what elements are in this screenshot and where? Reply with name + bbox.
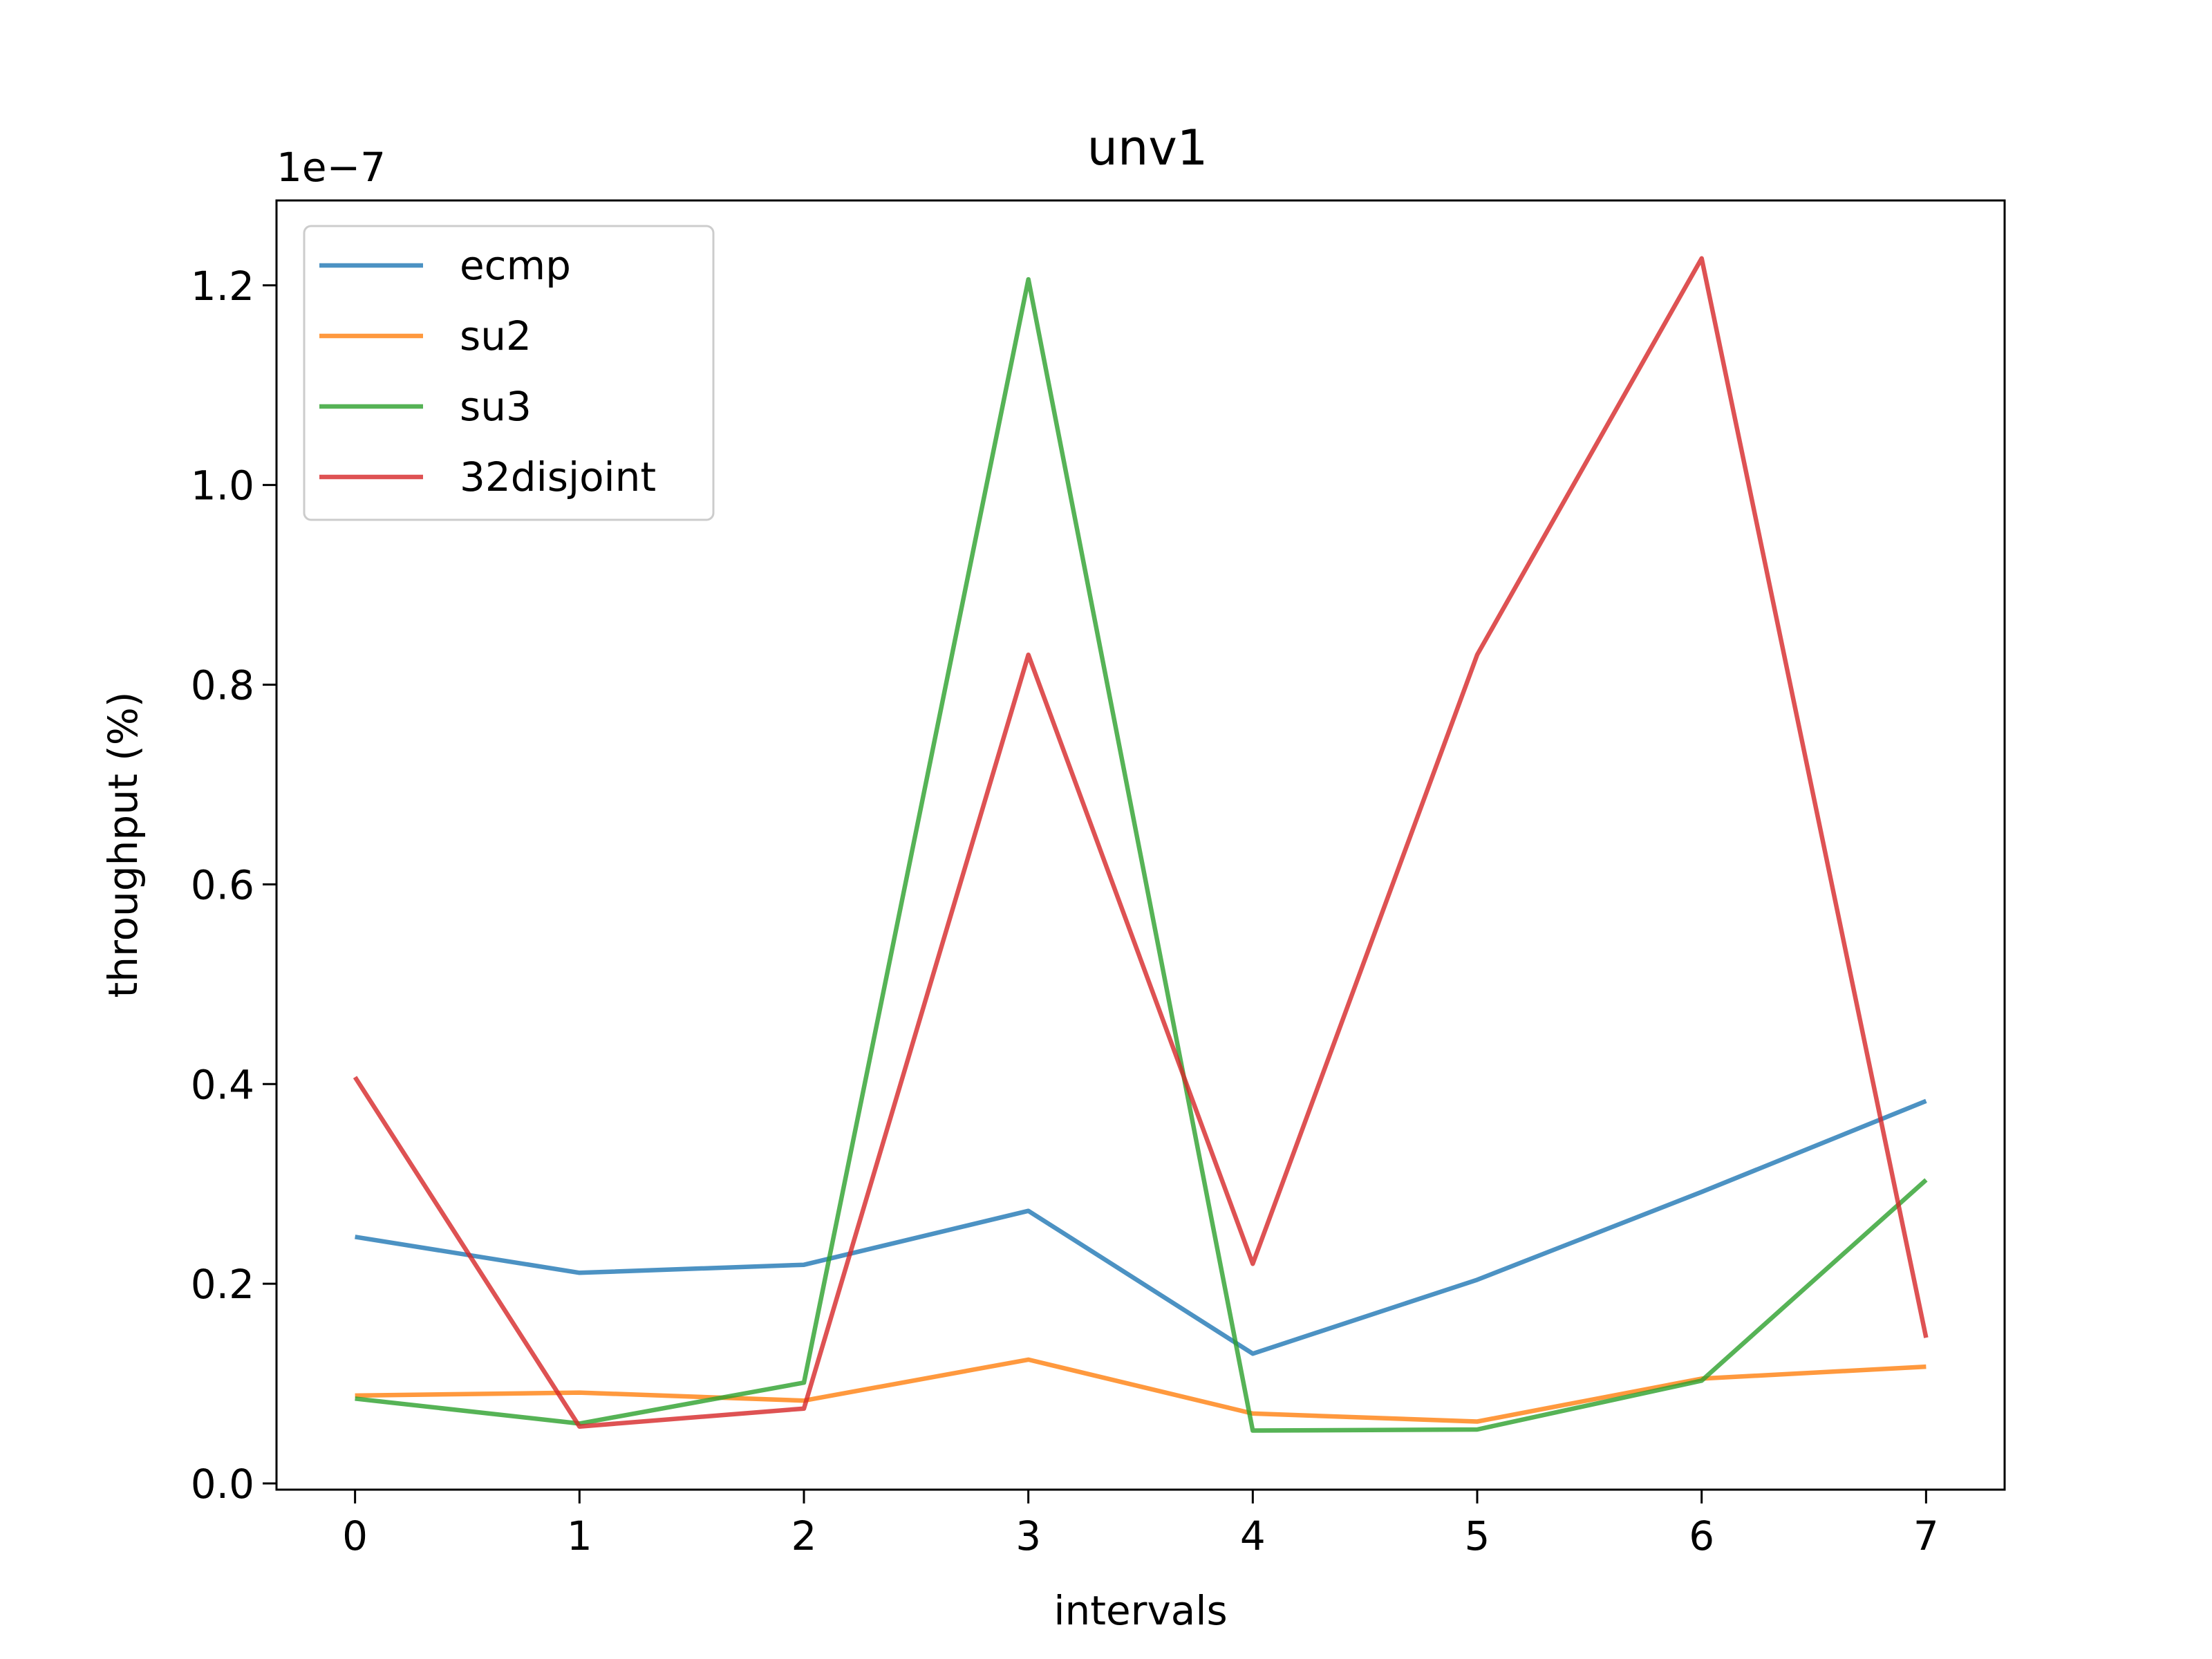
legend-label-su2: su2 xyxy=(460,312,532,359)
y-tick-label: 0.2 xyxy=(191,1261,254,1308)
series-line-su3 xyxy=(355,276,1928,1433)
x-axis: 0 1 2 3 4 5 6 7 xyxy=(342,1490,1939,1559)
y-tick-label: 1.2 xyxy=(191,263,254,310)
plot-frame xyxy=(275,199,2006,1491)
legend-label-ecmp: ecmp xyxy=(460,242,571,289)
x-tick-label: 1 xyxy=(567,1512,592,1559)
x-tick-label: 7 xyxy=(1913,1512,1939,1559)
y-tick-label: 0.8 xyxy=(191,662,254,709)
legend: ecmp su2 su3 32disjoint xyxy=(303,225,715,521)
legend-label-su3: su3 xyxy=(460,383,532,430)
y-tick-label: 0.4 xyxy=(191,1061,254,1108)
y-axis: 0.0 0.2 0.4 0.6 0.8 1.0 1.2 xyxy=(191,263,276,1508)
x-tick-label: 0 xyxy=(342,1512,368,1559)
series-layer xyxy=(353,256,1929,1433)
legend-box xyxy=(303,225,715,521)
y-tick-label: 0.0 xyxy=(191,1461,254,1508)
legend-entries: ecmp su2 su3 32disjoint xyxy=(319,242,656,500)
x-tick-label: 6 xyxy=(1689,1512,1714,1559)
y-tick-label: 1.0 xyxy=(191,462,254,509)
y-tick-label: 0.6 xyxy=(191,861,254,908)
x-tick-label: 2 xyxy=(791,1512,817,1559)
series-line-ecmp xyxy=(355,1098,1927,1356)
plot-area xyxy=(275,199,2006,1491)
series-line-su2 xyxy=(355,1357,1927,1424)
y-axis-label: throughput (%) xyxy=(100,691,147,997)
chart-title: unv1 xyxy=(1087,120,1208,176)
y-axis-offset-label: 1e−7 xyxy=(276,144,386,191)
series-line-32disjoint xyxy=(353,256,1929,1429)
x-tick-label: 4 xyxy=(1240,1512,1266,1559)
x-tick-label: 3 xyxy=(1015,1512,1041,1559)
x-axis-label: intervals xyxy=(1053,1587,1227,1634)
legend-label-32disjoint: 32disjoint xyxy=(460,453,656,500)
x-tick-label: 5 xyxy=(1465,1512,1490,1559)
